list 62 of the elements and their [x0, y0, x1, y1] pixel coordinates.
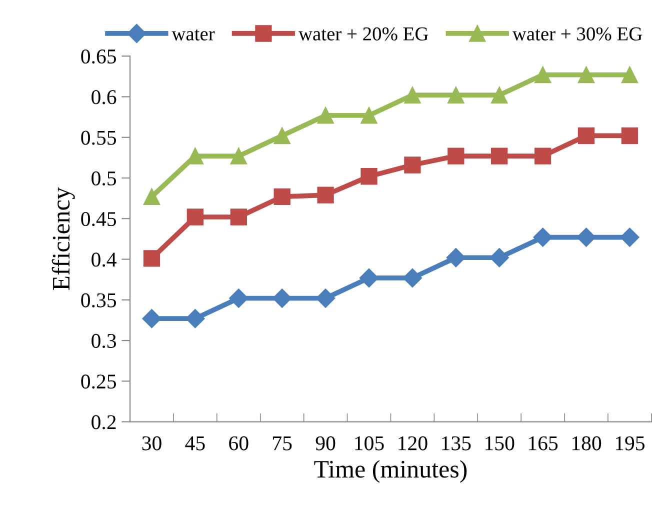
- y-tick-label: 0.5: [92, 171, 116, 186]
- x-tick-label: 30: [142, 436, 162, 450]
- point: [142, 309, 162, 328]
- legend-label: water + 20% EG: [298, 27, 428, 41]
- x-tick-label: 135: [442, 436, 471, 450]
- point: [274, 127, 290, 144]
- x-tick-label: 105: [355, 436, 384, 450]
- point: [578, 127, 595, 144]
- point: [534, 66, 552, 84]
- point: [360, 107, 378, 124]
- point: [360, 168, 378, 185]
- point: [578, 66, 595, 84]
- point: [448, 86, 464, 104]
- y-tick-label: 0.55: [81, 130, 116, 145]
- y-tick-label: 0.3: [92, 334, 116, 348]
- point: [143, 250, 160, 267]
- point: [143, 188, 160, 206]
- y-tick-label: 0.45: [81, 212, 116, 226]
- x-tick-label: 75: [273, 436, 292, 450]
- point: [186, 309, 205, 328]
- point: [402, 268, 422, 288]
- x-tick-label: 90: [316, 436, 336, 450]
- point: [359, 268, 379, 288]
- y-tick-label: 0.35: [81, 293, 116, 308]
- x-axis-title: Time (minutes): [314, 460, 467, 483]
- point: [621, 127, 638, 144]
- point: [533, 228, 552, 247]
- y-tick-label: 0.2: [92, 415, 116, 430]
- x-tick-label: 150: [486, 436, 514, 450]
- point: [490, 248, 509, 268]
- point: [404, 86, 421, 104]
- y-tick-label: 0.25: [81, 374, 116, 389]
- point: [534, 148, 552, 164]
- x-tick-label: 195: [616, 436, 645, 450]
- point: [491, 86, 508, 104]
- point: [317, 107, 334, 124]
- point: [230, 148, 247, 164]
- point: [576, 228, 596, 247]
- x-tick-label: 180: [572, 436, 602, 450]
- x-tick-label: 165: [529, 436, 558, 450]
- point: [186, 208, 204, 226]
- legend-label: water + 30% EG: [512, 27, 642, 41]
- x-tick-label: 120: [398, 436, 428, 450]
- point: [274, 188, 290, 206]
- point: [230, 208, 247, 226]
- x-tick-label: 45: [185, 436, 205, 450]
- point: [229, 288, 248, 308]
- y-tick-label: 0.65: [81, 49, 116, 64]
- point: [621, 66, 638, 84]
- point: [404, 156, 421, 174]
- y-tick-label: 0.6: [92, 90, 116, 104]
- x-tick-label: 60: [229, 436, 248, 450]
- point: [316, 288, 336, 308]
- point: [448, 148, 464, 164]
- point: [317, 186, 334, 204]
- y-axis-title: Efficiency: [52, 187, 75, 290]
- point: [620, 228, 640, 247]
- point: [272, 288, 292, 308]
- legend-label: water: [172, 29, 215, 40]
- y-tick-label: 0.4: [92, 252, 116, 267]
- point: [446, 248, 466, 268]
- point: [491, 148, 508, 164]
